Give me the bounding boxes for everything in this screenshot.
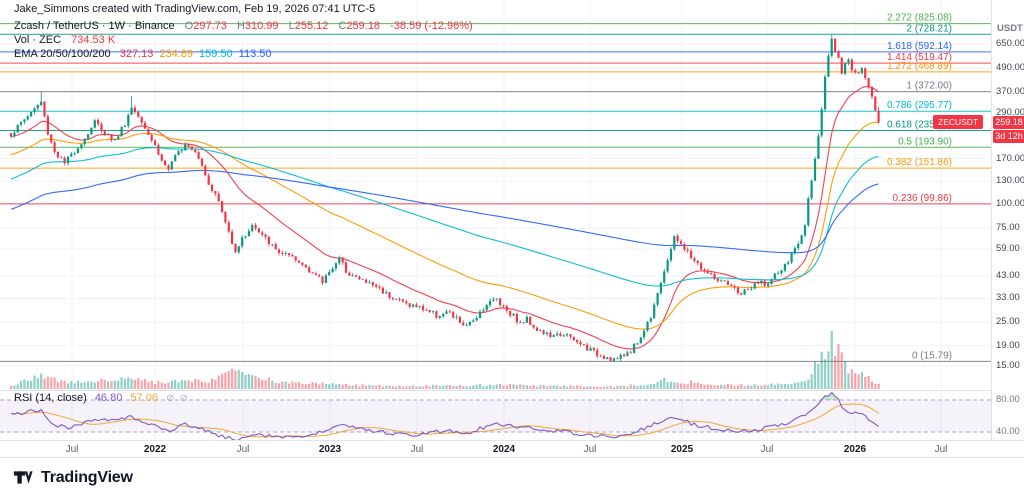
time-label-month: Jul [583, 444, 597, 455]
svg-text:2 (728.21): 2 (728.21) [906, 23, 952, 34]
svg-text:0.786 (295.77): 0.786 (295.77) [887, 100, 952, 111]
symbol-title: Zcash / TetherUS · 1W · Binance [14, 20, 175, 32]
price-tick: 170.00 [996, 153, 1024, 164]
rsi-scale-upper: 80.00 [996, 394, 1020, 405]
svg-text:1.618 (592.14): 1.618 (592.14) [887, 41, 952, 52]
ema-value-100: 159.50 [199, 48, 233, 60]
ema-label: EMA 20/50/100/200 [14, 48, 111, 60]
svg-text:1.272 (468.89): 1.272 (468.89) [887, 61, 952, 72]
close-label: C [338, 20, 347, 32]
price-tick: 650.00 [996, 38, 1024, 49]
price-tick: 290.00 [996, 107, 1024, 118]
low-value: 255.12 [294, 20, 329, 32]
symbol-price-tag: ZECUSDT [933, 115, 984, 129]
time-label-month: Jul [410, 444, 424, 455]
time-label-year: 2025 [670, 444, 694, 455]
countdown-badge: 3d 12h [993, 130, 1024, 143]
low-label: L [288, 20, 295, 32]
price-tick: 15.00 [996, 360, 1020, 371]
price-tick: 33.00 [996, 292, 1020, 303]
volume-legend[interactable]: Vol · ZEC 734.53 K [14, 34, 115, 46]
price-tick: 130.00 [996, 175, 1024, 186]
time-label-year: 2023 [318, 444, 342, 455]
price-tick: 25.00 [996, 316, 1020, 327]
price-tick: 100.00 [996, 198, 1024, 209]
last-price-badge: 259.18 [993, 116, 1024, 129]
tradingview-logo-text: TradingView [41, 468, 133, 486]
open-label: O [184, 20, 194, 32]
open-value: 297.73 [193, 20, 227, 32]
svg-text:0.382 (151.86): 0.382 (151.86) [887, 157, 952, 168]
tradingview-logo[interactable]: TradingView [13, 467, 133, 488]
price-tick: 490.00 [996, 62, 1024, 73]
price-scale[interactable]: USDT 650.00 490.00 370.00 290.00 170.00 130.0… [991, 0, 1024, 458]
time-label-year: 2022 [143, 444, 167, 455]
tradingview-logo-icon [13, 471, 33, 484]
time-label-month: Jul [236, 444, 250, 455]
rsi-hide-icon[interactable]: ⊘ [166, 393, 175, 404]
rsi-settings-icon[interactable]: ⊘ [179, 393, 188, 404]
time-axis[interactable]: Jul 2022 Jul 2023 Jul 2024 Jul 2025 Jul 2026 Jul [0, 440, 1024, 458]
rsi-legend[interactable]: RSI (14, close) 46.80 57.06 ⊘ ⊘ [14, 392, 188, 404]
ema-value-200: 113.50 [238, 48, 272, 60]
svg-text:0.618 (235.93): 0.618 (235.93) [887, 120, 952, 131]
volume-label: Vol · ZEC [14, 34, 62, 46]
svg-text:2.272 (825.08): 2.272 (825.08) [887, 13, 952, 24]
svg-text:0 (15.79): 0 (15.79) [912, 350, 952, 361]
change-value: -38.59 (-12.96%) [390, 20, 473, 32]
price-tick: 43.00 [996, 270, 1020, 281]
rsi-label: RSI (14, close) [14, 392, 87, 404]
rsi-ma-value: 57.06 [130, 392, 158, 404]
svg-text:0.236 (99.86): 0.236 (99.86) [893, 193, 953, 204]
symbol-legend[interactable]: Zcash / TetherUS · 1W · Binance O297.73 … [14, 20, 473, 32]
price-tick: 19.00 [996, 340, 1020, 351]
footer-bar: TradingView [0, 458, 1024, 499]
time-label-month: Jul [934, 444, 948, 455]
price-tick: 370.00 [996, 86, 1024, 97]
ema-value-50: 234.89 [159, 48, 194, 60]
svg-text:1 (372.00): 1 (372.00) [906, 81, 952, 92]
volume-value: 734.53 K [71, 34, 116, 46]
high-label: H [236, 20, 245, 32]
currency-label: USDT [997, 23, 1023, 34]
svg-text:1.414 (519.47): 1.414 (519.47) [887, 52, 952, 63]
attribution-text: Jake_Simmons created with TradingView.co… [14, 3, 376, 15]
price-tick: 75.00 [996, 222, 1020, 233]
time-label-month: Jul [65, 444, 79, 455]
time-label-month: Jul [760, 444, 774, 455]
pane-divider[interactable] [0, 390, 992, 391]
price-chart-canvas[interactable]: 2.272 (825.08)2 (728.21)1.618 (592.14)1.… [0, 0, 992, 390]
rsi-value: 46.80 [94, 392, 123, 404]
ema-legend[interactable]: EMA 20/50/100/200 327.13 234.89 159.50 113.… [14, 48, 272, 60]
high-value: 310.99 [244, 20, 279, 32]
svg-text:0.5 (193.90): 0.5 (193.90) [898, 136, 952, 147]
price-tick: 59.00 [996, 243, 1020, 254]
time-label-year: 2026 [843, 444, 867, 455]
ema-value-20: 327.13 [119, 48, 154, 60]
rsi-scale-lower: 40.00 [996, 426, 1020, 437]
rsi-pane-canvas[interactable] [0, 390, 992, 440]
close-value: 259.18 [346, 20, 381, 32]
time-label-year: 2024 [492, 444, 516, 455]
